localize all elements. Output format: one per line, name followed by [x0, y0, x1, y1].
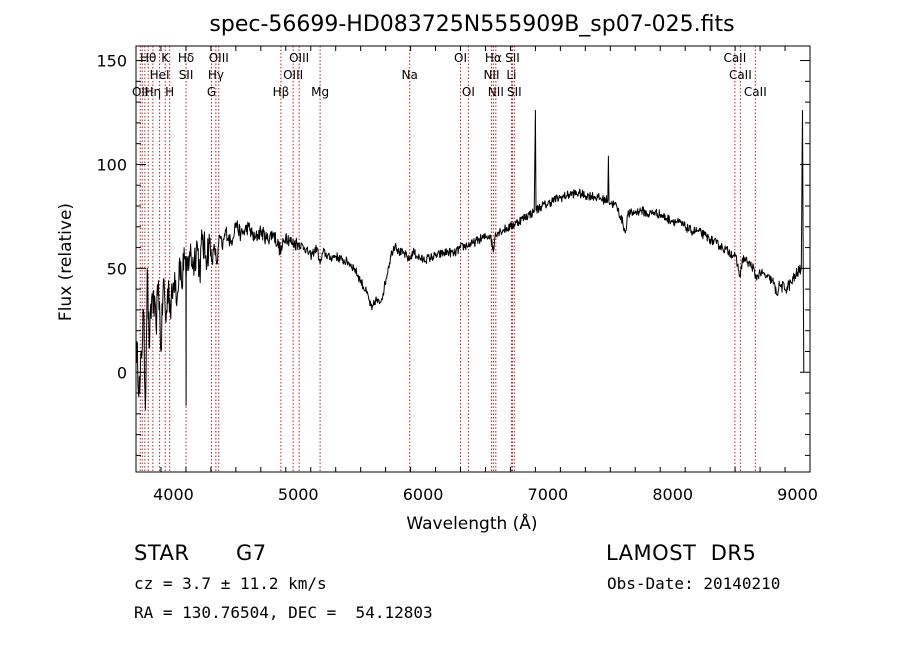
- x-tick-label: 6000: [403, 485, 444, 504]
- line-label: CaII: [729, 68, 752, 82]
- observation-date: Obs-Date: 20140210: [607, 574, 781, 593]
- x-axis-label: Wavelength (Å): [406, 512, 537, 534]
- line-label: CaII: [744, 85, 767, 99]
- line-label: SII: [507, 85, 522, 99]
- y-axis-label: Flux (relative): [56, 203, 76, 321]
- line-label: Hη: [145, 85, 162, 99]
- x-tick-label: 4000: [153, 485, 194, 504]
- line-label: Hα: [485, 51, 502, 65]
- line-label: Hγ: [208, 68, 224, 82]
- line-label: SII: [505, 51, 520, 65]
- line-label: K: [161, 51, 170, 65]
- line-label: OIII: [283, 68, 303, 82]
- x-tick-label: 7000: [528, 485, 569, 504]
- line-label: OI: [462, 85, 475, 99]
- axes: 4000 5000 6000 7000 8000 9000 0 50 100 150: [96, 46, 818, 504]
- line-label: Hθ: [140, 51, 156, 65]
- x-tick-label: 9000: [777, 485, 818, 504]
- line-label: H: [165, 85, 174, 99]
- line-label: OI: [454, 51, 467, 65]
- spectral-line-markers: [139, 46, 756, 472]
- line-label: OIII: [289, 51, 309, 65]
- coordinates-readout: RA = 130.76504, DEC = 54.12803: [134, 603, 433, 622]
- spectrum-series: [135, 109, 805, 411]
- line-label: Hβ: [273, 85, 290, 99]
- line-label: HeI: [150, 68, 170, 82]
- x-tick-label: 8000: [652, 485, 693, 504]
- line-label: SII: [179, 68, 194, 82]
- object-class: STAR: [134, 541, 190, 565]
- line-label: Na: [402, 68, 418, 82]
- line-label: Mg: [311, 85, 329, 99]
- line-label: CaII: [723, 51, 746, 65]
- chart-title: spec-56699-HD083725N555909B_sp07-025.fit…: [209, 12, 734, 37]
- survey-name: LAMOST DR5: [606, 541, 757, 565]
- y-tick-label: 150: [96, 52, 127, 71]
- line-label: Hδ: [178, 51, 194, 65]
- line-label: NII: [483, 68, 499, 82]
- y-tick-label: 0: [117, 363, 127, 382]
- redshift-readout: cz = 3.7 ± 11.2 km/s: [134, 574, 327, 593]
- y-tick-label: 100: [96, 155, 127, 174]
- spectrum-line: [135, 109, 805, 411]
- line-label: NII: [488, 85, 504, 99]
- line-label: OIII: [209, 51, 229, 65]
- y-tick-label: 50: [107, 259, 127, 278]
- plot-frame: [135, 45, 811, 473]
- line-label: G: [207, 85, 216, 99]
- line-labels: OII Hθ Hη HeI K H Hδ SII G Hγ OIII Hβ OIII OIII Mg Na OI…: [132, 51, 767, 99]
- line-label: Li: [506, 68, 516, 82]
- x-tick-label: 5000: [278, 485, 319, 504]
- line-label: OII: [132, 85, 149, 99]
- spectral-subclass: G7: [236, 541, 267, 565]
